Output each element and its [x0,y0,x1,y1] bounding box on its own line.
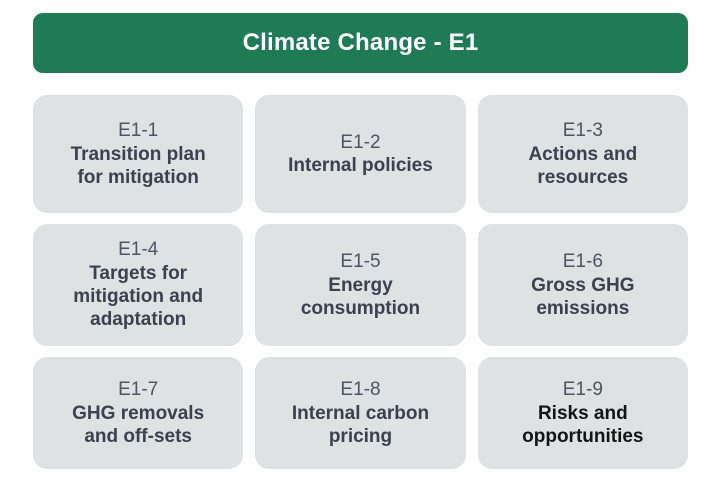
card-title: Targets for mitigation and adaptation [73,263,204,331]
header-banner: Climate Change - E1 [33,13,688,73]
card-title: Internal policies [288,155,433,177]
card-code: E1-6 [562,250,603,272]
card-e1-4: E1-4 Targets for mitigation and adaptati… [33,224,244,346]
card-code: E1-3 [562,119,603,141]
card-code: E1-2 [340,131,381,153]
card-code: E1-7 [118,378,159,400]
diagram-frame: Climate Change - E1 E1-1 Transition plan… [33,13,688,469]
card-e1-3: E1-3 Actions and resources [477,95,688,213]
card-title: Energy consumption [300,274,421,319]
card-code: E1-5 [340,250,381,272]
card-e1-1: E1-1 Transition plan for mitigation [33,95,244,213]
card-code: E1-9 [562,378,603,400]
card-e1-8: E1-8 Internal carbon pricing [255,357,466,469]
card-title: Transition plan for mitigation [70,143,206,188]
card-title: Risks and opportunities [522,402,644,447]
card-code: E1-4 [118,239,159,261]
card-e1-9: E1-9 Risks and opportunities [477,357,688,469]
card-code: E1-1 [118,119,159,141]
card-e1-7: E1-7 GHG removals and off-sets [33,357,244,469]
card-title: Actions and resources [528,143,638,188]
card-code: E1-8 [340,378,381,400]
card-e1-5: E1-5 Energy consumption [255,224,466,346]
page-title: Climate Change - E1 [242,29,479,56]
card-title: GHG removals and off-sets [72,402,205,447]
card-e1-6: E1-6 Gross GHG emissions [477,224,688,346]
card-title: Internal carbon pricing [291,402,430,447]
card-title: Gross GHG emissions [531,274,635,319]
card-e1-2: E1-2 Internal policies [255,95,466,213]
topics-grid: E1-1 Transition plan for mitigation E1-2… [33,95,688,469]
